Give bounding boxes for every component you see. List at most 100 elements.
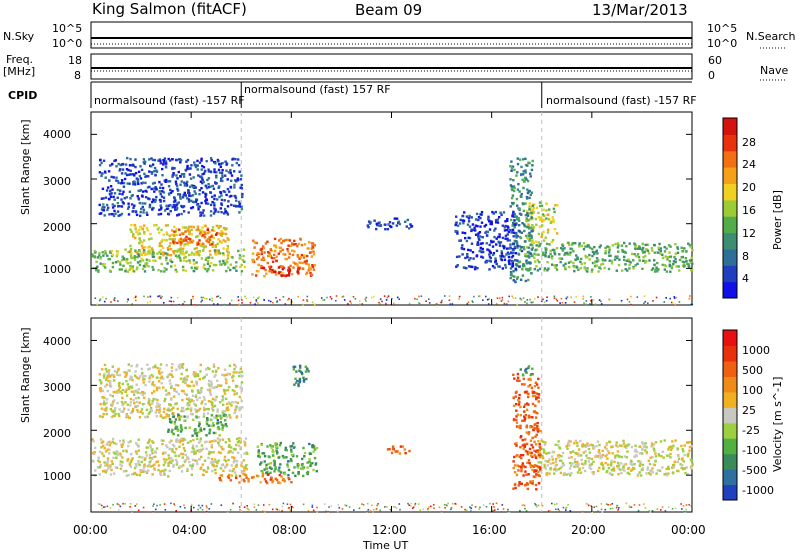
xaxis-label: Time UT: [363, 539, 409, 552]
power-cb-tick-28: 28: [742, 136, 756, 149]
cpid-label: CPID: [8, 89, 38, 102]
power-echo-region-9: [366, 217, 414, 231]
power-echo-region-8: [509, 157, 535, 284]
colorbar-swatch: [723, 150, 737, 168]
colorbar-swatch: [723, 183, 737, 201]
power-echo-region-0: [91, 248, 247, 273]
power-cb-tick-20: 20: [742, 181, 756, 194]
velocity-panel: [90, 317, 738, 513]
freq-unit-label: [MHz]: [3, 65, 36, 78]
cpid-segment-1: normalsound (fast) -157 RF: [94, 94, 245, 107]
velocity-ytick-4000: 4000: [43, 335, 71, 348]
xtick-1600: 16:00: [472, 523, 507, 537]
colorbar-swatch: [723, 281, 737, 299]
colorbar-swatch: [723, 199, 737, 217]
power-ytick-2000: 2000: [43, 221, 71, 234]
power-colorbar: [722, 117, 738, 299]
velocity-frame: [90, 317, 693, 513]
power-cb-tick-12: 12: [742, 227, 756, 240]
power-ytick-4000: 4000: [43, 128, 71, 141]
velocity-echo-region-5: [537, 439, 694, 477]
power-ylabel: Slant Range [km]: [19, 119, 32, 215]
velocity-cb-tick-minus25: -25: [742, 424, 760, 437]
power-ytick-1000: 1000: [43, 263, 71, 276]
velocity-echo-region-9: [98, 363, 244, 420]
power-frame: [90, 111, 693, 306]
power-cb-tick-16: 16: [742, 204, 756, 217]
nsearch-label: N.Search: [746, 30, 796, 43]
colorbar-swatch: [723, 232, 737, 250]
nsearch-tick-bottom: 10^0: [707, 37, 738, 50]
colorbar-swatch: [723, 407, 737, 424]
velocity-echo-region-8: [386, 445, 411, 455]
xtick-1200: 12:00: [372, 523, 407, 537]
colorbar-swatch: [723, 391, 737, 408]
velocity-ylabel: Slant Range [km]: [19, 327, 32, 423]
nave-tick-top: 60: [708, 54, 722, 67]
colorbar-swatch: [723, 376, 737, 393]
power-echo-region-4: [262, 266, 301, 278]
xtick-2400: 00:00: [671, 523, 706, 537]
power-echo-region-1: [129, 223, 230, 257]
cpid-segment-2: normalsound (fast) 157 RF: [244, 83, 391, 96]
nsky-tick-bottom: 10^0: [52, 37, 83, 50]
station-title: King Salmon (fitACF): [92, 0, 247, 18]
xtick-0000: 00:00: [73, 523, 108, 537]
velocity-colorbar-label: Velocity [m s^-1]: [771, 376, 784, 472]
xtick-0400: 04:00: [172, 523, 207, 537]
velocity-ytick-3000: 3000: [43, 381, 71, 394]
nsky-tick-top: 10^5: [52, 22, 83, 35]
nave-tick-bottom: 0: [708, 69, 715, 82]
date-label: 13/Mar/2013: [592, 1, 688, 19]
velocity-ground-scatter: [98, 502, 693, 513]
colorbar-frame: [722, 117, 738, 299]
velocity-echo-region-6: [512, 372, 542, 491]
velocity-cb-tick-25: 25: [742, 404, 756, 417]
colorbar-swatch: [723, 134, 737, 152]
power-panel: [90, 111, 738, 306]
colorbar-swatch: [723, 330, 737, 346]
colorbar-swatch: [723, 453, 737, 470]
xtick-2000: 20:00: [571, 523, 606, 537]
power-echo-region-6: [522, 241, 694, 273]
velocity-colorbar: [722, 329, 738, 501]
beam-label: Beam 09: [355, 1, 423, 19]
velocity-echo-region-4: [292, 364, 310, 388]
velocity-cb-tick-1000: 1000: [742, 344, 770, 357]
nsky-label: N.Sky: [3, 30, 35, 43]
colorbar-swatch: [723, 345, 737, 362]
power-echo-region-10: [454, 210, 519, 271]
power-cb-tick-24: 24: [742, 158, 756, 171]
velocity-echo-region-7: [519, 365, 534, 377]
nave-label: Nave: [760, 64, 789, 77]
top-strip-frame-1: [90, 53, 693, 80]
colorbar-swatch: [723, 167, 737, 184]
colorbar-swatch: [723, 248, 737, 266]
power-cb-tick-4: 4: [742, 272, 749, 285]
power-echo-region-2: [171, 228, 219, 246]
colorbar-swatch: [723, 360, 737, 377]
power-colorbar-label: Power [dB]: [771, 190, 784, 250]
velocity-ytick-1000: 1000: [43, 470, 71, 483]
colorbar-swatch: [723, 216, 737, 234]
velocity-echo-region-2: [256, 441, 319, 478]
velocity-cb-tick-minus1000: -1000: [742, 484, 774, 497]
power-ytick-3000: 3000: [43, 175, 71, 188]
cpid-segment-3: normalsound (fast) -157 RF: [546, 94, 697, 107]
velocity-cb-tick-minus500: -500: [742, 464, 767, 477]
power-cb-tick-8: 8: [742, 250, 749, 263]
velocity-cb-tick-100: 100: [742, 384, 763, 397]
freq-tick-bottom: 8: [74, 69, 81, 82]
power-ground-scatter: [94, 295, 694, 306]
colorbar-swatch: [723, 265, 737, 283]
top-strip-frame-0: [90, 21, 693, 49]
velocity-cb-tick-500: 500: [742, 364, 763, 377]
colorbar-swatch: [723, 118, 737, 135]
velocity-echo-region-3: [218, 473, 293, 485]
colorbar-swatch: [723, 438, 737, 455]
power-echo-region-3: [251, 237, 317, 278]
colorbar-swatch: [723, 422, 737, 439]
colorbar-frame: [722, 329, 738, 501]
freq-label: Freq.: [6, 53, 34, 66]
